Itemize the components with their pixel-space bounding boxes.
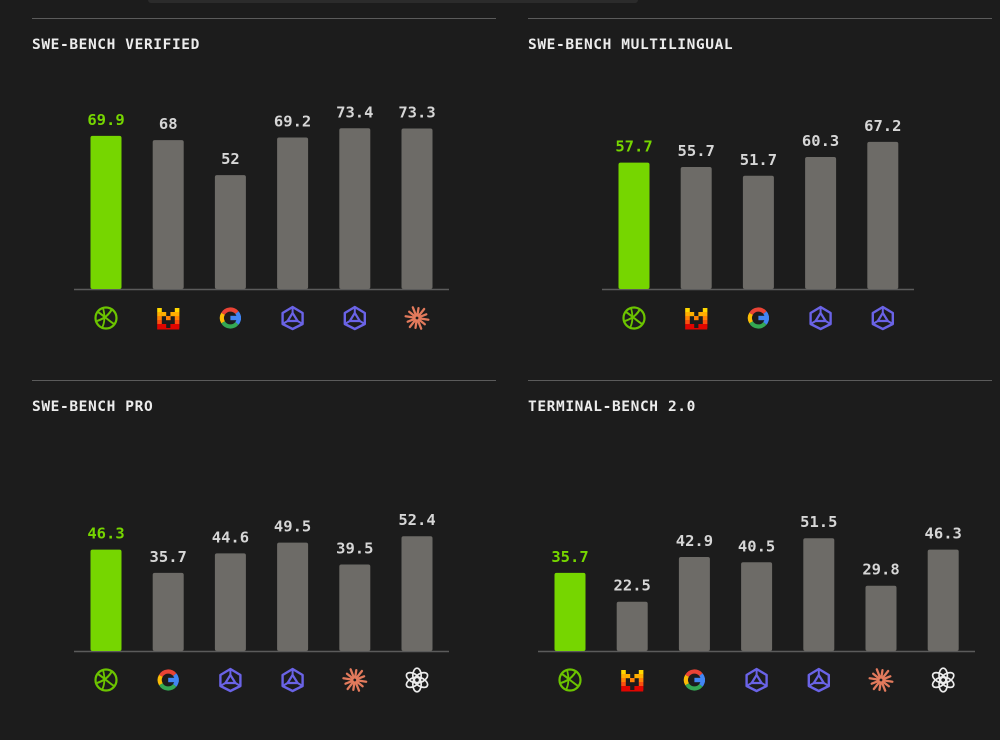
bar-value-label: 29.8 (862, 561, 899, 579)
globe-logo-icon (94, 306, 118, 330)
bar (678, 557, 710, 651)
bar (277, 137, 309, 289)
chart-title: SWE-BENCH VERIFIED (32, 37, 200, 53)
prism-logo-icon (281, 305, 304, 331)
burst-logo-icon (342, 668, 368, 692)
bar-value-label: 22.5 (614, 577, 651, 595)
chart-panel-swe-bench-pro: SWE-BENCH PRO 46.3 35.7 44.6 49.5 39.5 52.4 (32, 380, 498, 740)
bar-value-label: 39.5 (336, 539, 373, 557)
bar-chart: 46.3 35.7 44.6 49.5 39.5 52.4 (74, 511, 449, 693)
bar-value-label: 73.4 (336, 103, 373, 121)
prism-logo-icon (871, 305, 894, 331)
bar-value-label: 35.7 (150, 548, 187, 566)
prism-logo-icon (807, 667, 830, 693)
bar (805, 156, 837, 289)
m-logo-icon (685, 308, 708, 330)
bar (214, 553, 246, 651)
chart-title: SWE-BENCH PRO (32, 399, 154, 415)
burst-logo-icon (868, 668, 894, 692)
bar (152, 572, 184, 651)
prism-logo-icon (219, 667, 242, 693)
bar (927, 549, 959, 651)
bar-value-label: 49.5 (274, 518, 311, 536)
bar (214, 175, 246, 289)
bar-value-label: 52.4 (398, 511, 435, 529)
chart-panel-swe-bench-multilingual: SWE-BENCH MULTILINGUAL 57.7 55.7 51.7 60.3 6… (528, 18, 994, 378)
prism-logo-icon (343, 305, 366, 331)
bar-value-label: 52 (221, 150, 240, 168)
bar (554, 572, 586, 651)
bar-chart: 69.9 68 52 69.2 73.4 73.3 (74, 103, 449, 331)
prism-logo-icon (745, 667, 768, 693)
bar-value-label: 67.2 (864, 117, 901, 135)
bar (401, 128, 433, 289)
knot-logo-icon (405, 667, 429, 693)
chart-panel-swe-bench-verified: SWE-BENCH VERIFIED 69.9 68 52 69.2 73.4 73.3 (32, 18, 498, 378)
m-logo-icon (621, 670, 644, 692)
bar-value-label: 35.7 (551, 548, 588, 566)
globe-logo-icon (558, 668, 582, 692)
bar-chart: 35.7 22.5 42.9 40.5 51.5 29.8 46.3 (538, 513, 975, 693)
chart-panel-terminal-bench-2-0: TERMINAL-BENCH 2.0 35.7 22.5 42.9 40.5 51.5 2… (528, 380, 994, 740)
globe-logo-icon (94, 668, 118, 692)
bar (865, 585, 897, 651)
knot-logo-icon (931, 667, 955, 693)
bar-value-label: 42.9 (676, 532, 713, 550)
bar-value-label: 44.6 (212, 528, 249, 546)
bar-value-label: 73.3 (398, 103, 435, 121)
bar (339, 564, 371, 651)
g-logo-icon (219, 307, 241, 329)
bar-value-label: 46.3 (925, 525, 962, 543)
bar-value-label: 55.7 (678, 142, 715, 160)
panel-divider (528, 18, 992, 19)
top-scroll-edge (148, 0, 638, 3)
chart-title: TERMINAL-BENCH 2.0 (528, 399, 696, 415)
panel-divider (528, 380, 992, 381)
globe-logo-icon (622, 306, 646, 330)
bar (680, 167, 712, 289)
bar (616, 601, 648, 651)
bar-value-label: 51.5 (800, 513, 837, 531)
bar-value-label: 60.3 (802, 132, 839, 150)
bar-value-label: 40.5 (738, 537, 775, 555)
bar-value-label: 51.7 (740, 151, 777, 169)
bar-value-label: 46.3 (87, 525, 124, 543)
bar-value-label: 69.2 (274, 112, 311, 130)
bar-value-label: 68 (159, 115, 178, 133)
bar (90, 135, 122, 289)
bar (742, 175, 774, 289)
prism-logo-icon (281, 667, 304, 693)
chart-title: SWE-BENCH MULTILINGUAL (528, 37, 734, 53)
m-logo-icon (157, 308, 180, 330)
panel-divider (32, 380, 496, 381)
bar (867, 141, 899, 289)
bar (401, 536, 433, 651)
g-logo-icon (683, 669, 705, 691)
bar (277, 542, 309, 651)
panel-divider (32, 18, 496, 19)
bar (741, 562, 773, 651)
bar-chart: 57.7 55.7 51.7 60.3 67.2 (602, 117, 914, 331)
bar (803, 538, 835, 651)
burst-logo-icon (404, 306, 430, 330)
bar (90, 549, 122, 651)
bar (618, 162, 650, 289)
bar (152, 140, 184, 289)
prism-logo-icon (809, 305, 832, 331)
bar-value-label: 57.7 (615, 138, 652, 156)
g-logo-icon (157, 669, 179, 691)
bar-value-label: 69.9 (87, 111, 124, 129)
g-logo-icon (747, 307, 769, 329)
bar (339, 128, 371, 289)
